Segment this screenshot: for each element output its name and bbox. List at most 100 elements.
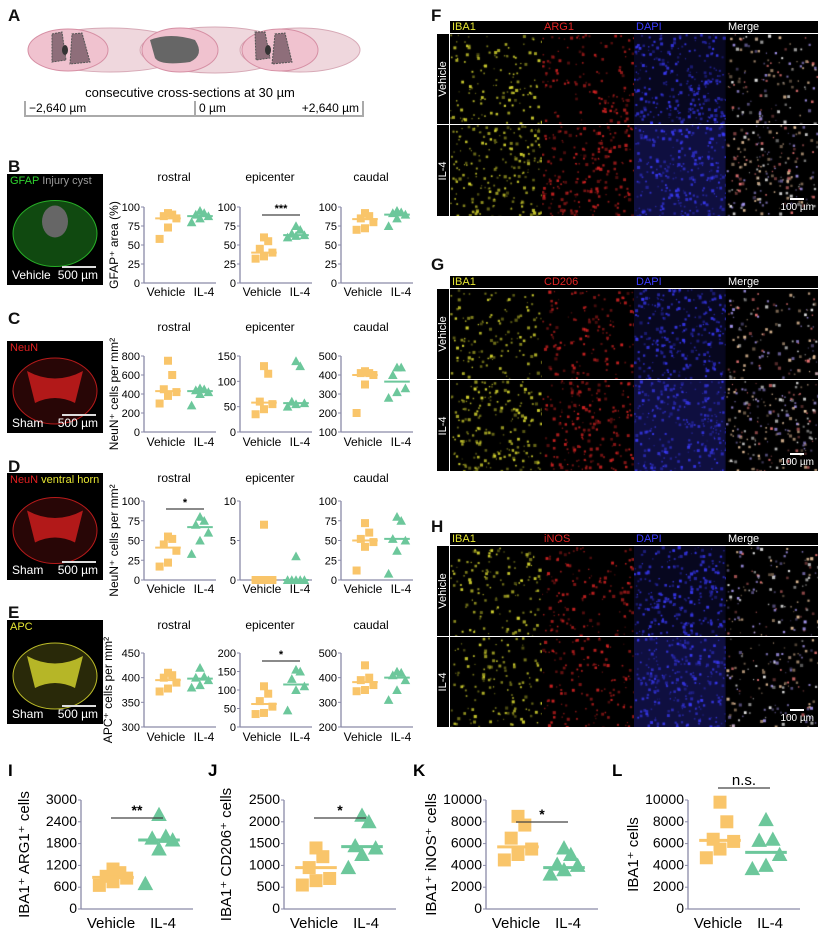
x-tick-label: IL-4: [290, 730, 311, 744]
tissue-image-d: NeuN ventral horn Sham 500 µm: [7, 473, 103, 580]
data-point-vehicle: [356, 369, 365, 378]
row-label-vehicle: Vehicle: [437, 289, 449, 379]
data-point-vehicle: [251, 710, 260, 719]
micrograph-arg1-il4: [542, 125, 634, 216]
data-point-vehicle: [352, 687, 361, 696]
y-axis-label: IBA1⁺ ARG1⁺ cells: [16, 791, 33, 918]
data-point-vehicle: [164, 668, 172, 677]
data-point-il4: [354, 846, 370, 861]
data-point-il4: [354, 807, 370, 822]
x-tick-label: IL-4: [194, 285, 215, 299]
data-point-vehicle: [365, 212, 374, 221]
data-point-il4: [392, 545, 402, 555]
x-tick-label: IL-4: [391, 730, 412, 744]
scale-bar: [62, 414, 96, 416]
panel-label-j: J: [208, 761, 217, 780]
y-tick-label: 300: [319, 389, 337, 401]
y-tick-label: 50: [128, 536, 140, 548]
y-tick-label: 0: [134, 427, 140, 439]
y-tick-label: 2400: [46, 813, 77, 829]
data-point-vehicle: [260, 252, 268, 261]
data-point-il4: [383, 695, 394, 704]
y-tick-label: 0: [69, 900, 77, 916]
data-point-il4: [771, 846, 788, 861]
panel-label-l: L: [612, 761, 622, 780]
data-point-vehicle: [155, 234, 164, 243]
data-point-vehicle: [713, 842, 727, 856]
micrograph-iba1-vehicle: [450, 34, 542, 124]
y-tick-label: 450: [122, 648, 140, 660]
panel-label-c: C: [8, 309, 21, 328]
y-tick-label: 25: [325, 259, 337, 271]
x-tick-label: IL-4: [194, 435, 215, 449]
channel-header-dapi: DAPI: [634, 276, 726, 288]
data-point-il4: [191, 672, 201, 682]
data-point-il4: [383, 568, 394, 578]
scale-bar: [790, 709, 804, 711]
data-point-il4: [195, 663, 205, 672]
y-tick-label: 10000: [645, 791, 684, 807]
data-point-vehicle: [365, 673, 374, 682]
data-point-il4: [758, 811, 774, 827]
data-point-vehicle: [369, 538, 378, 547]
channel-header-merge: Merge: [726, 533, 818, 545]
y-tick-label: 600: [122, 370, 140, 382]
data-point-vehicle: [164, 532, 172, 541]
y-tick-label: 0: [272, 900, 280, 916]
x-tick-label: Vehicle: [694, 915, 742, 932]
x-tick-label: Vehicle: [243, 435, 282, 449]
y-tick-label: 6000: [653, 835, 684, 851]
data-point-vehicle: [168, 671, 177, 680]
y-tick-label: 25: [128, 259, 140, 271]
data-point-il4: [751, 832, 767, 847]
data-point-il4: [291, 664, 301, 674]
data-point-il4: [195, 383, 205, 393]
scale-right: +2,640 µm: [302, 101, 359, 115]
significance-label: n.s.: [732, 772, 756, 789]
data-point-vehicle: [365, 528, 374, 537]
y-tick-label: 0: [134, 575, 140, 587]
x-tick-label: Vehicle: [147, 582, 186, 596]
data-point-vehicle: [361, 224, 369, 233]
chart-d-epicenter: epicenter 0 5 10 Vehicle IL-4: [224, 471, 312, 596]
condition-label: Sham: [12, 563, 44, 577]
row-label-il4: IL-4: [437, 125, 449, 216]
y-axis-label: NeuN⁺ cells per mm²: [107, 484, 121, 596]
scale-label: 500 µm: [57, 268, 98, 282]
data-point-vehicle: [511, 809, 525, 823]
panel-label-a: A: [8, 6, 21, 25]
y-tick-label: 100: [319, 202, 337, 214]
x-tick-label: IL-4: [555, 915, 581, 932]
y-axis-label: IBA1⁺ CD206⁺ cells: [218, 788, 235, 921]
micrograph-merge-vehicle: [726, 34, 818, 124]
micrograph-merge-vehicle: [726, 289, 818, 379]
data-point-vehicle: [164, 223, 172, 232]
y-tick-label: 400: [122, 389, 140, 401]
y-tick-label: 2000: [451, 878, 482, 894]
significance-label: *: [337, 802, 343, 818]
data-point-vehicle: [309, 874, 323, 888]
y-tick-label: 75: [325, 221, 337, 233]
y-tick-label: 0: [230, 427, 236, 439]
chart-title: rostral: [157, 618, 190, 632]
y-tick-label: 75: [128, 221, 140, 233]
data-point-il4: [400, 535, 411, 545]
y-tick-label: 100: [122, 202, 140, 214]
panel-label-g: G: [431, 255, 445, 274]
chart-b-caudal: caudal 0 25 50 75 100 Vehicle IL-4: [319, 170, 413, 299]
chart-title: rostral: [157, 170, 190, 184]
panel-label-d: D: [8, 457, 21, 476]
chart-title: caudal: [353, 471, 388, 485]
chart-e-caudal: caudal 200 300 400 500 Vehicle IL-4: [319, 618, 413, 744]
data-point-il4: [291, 685, 301, 694]
y-tick-label: 4000: [653, 856, 684, 872]
x-tick-label: IL-4: [391, 285, 412, 299]
chart-c-rostral: rostral NeuN⁺ cells per mm² 0 200 400 600 800 V…: [107, 320, 216, 450]
chart-e-epicenter: epicenter 0 50 100 150 200 Vehicle IL-4 *: [218, 618, 312, 744]
channel-header-iba1: IBA1: [450, 276, 542, 288]
micrograph-dapi-il4: [634, 380, 726, 471]
y-tick-label: 3000: [46, 791, 77, 807]
data-point-il4: [199, 208, 209, 218]
y-tick-label: 1200: [46, 856, 77, 872]
data-point-vehicle: [260, 233, 268, 242]
